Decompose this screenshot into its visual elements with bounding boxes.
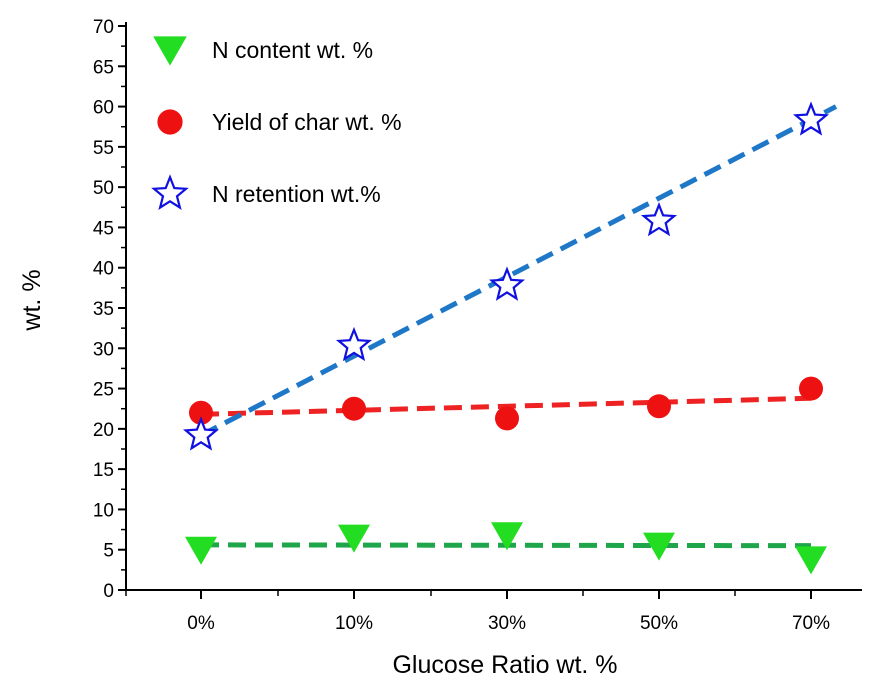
data-point-series-3	[792, 101, 830, 136]
legend: N content wt. % Yield of char wt. % N rete…	[151, 36, 402, 211]
fit-line-3	[199, 104, 838, 438]
y-tick-label: 35	[93, 299, 114, 320]
fit-lines	[199, 104, 838, 549]
y-tick-label: 50	[93, 178, 114, 199]
data-point-series-1	[491, 522, 523, 551]
data-point-series-3	[335, 326, 373, 362]
y-tick-label: 25	[93, 380, 114, 401]
legend-label-1: N content wt. %	[212, 37, 373, 63]
data-point-series-3	[183, 416, 219, 451]
y-axis-title: wt. %	[18, 269, 46, 331]
y-tick-label: 40	[93, 259, 114, 280]
y-tick-label: 30	[93, 339, 114, 360]
y-tick-label: 60	[93, 98, 114, 119]
legend-label-2: Yield of char wt. %	[212, 109, 402, 135]
x-tick-label: 50%	[640, 613, 678, 634]
y-tick-label: 55	[93, 138, 114, 159]
data-point-series-2	[647, 394, 671, 419]
y-tick-label: 20	[93, 420, 114, 441]
axes: 0 5 10 15 20 25 30 35 40 45 50 55 60 65 70 0% 10% 30% 50% 7…	[93, 17, 862, 634]
data-point-series-2	[495, 406, 519, 431]
x-tick-label: 30%	[488, 613, 526, 634]
data-point-series-3	[488, 266, 526, 301]
data-point-series-1	[185, 536, 217, 565]
data-point-series-1	[643, 532, 675, 561]
data-point-series-1	[338, 524, 370, 553]
y-tick-label: 0	[103, 581, 114, 602]
y-tick-label: 5	[103, 541, 114, 562]
y-tick-label: 70	[93, 17, 114, 38]
legend-marker-3	[151, 174, 189, 211]
data-point-series-2	[342, 396, 366, 421]
y-tick-label: 10	[93, 500, 114, 521]
x-axis-title: Glucose Ratio wt. %	[392, 651, 617, 677]
x-tick-label: 10%	[335, 613, 373, 634]
y-tick-label: 15	[93, 460, 114, 481]
y-tick-label: 45	[93, 218, 114, 239]
fit-line-2	[200, 395, 812, 417]
x-tick-label: 0%	[187, 613, 215, 634]
legend-marker-2	[157, 109, 183, 135]
data-point-series-2	[189, 400, 213, 425]
x-tick-label: 70%	[792, 613, 830, 634]
data-point-series-2	[799, 376, 823, 401]
data-markers	[183, 101, 830, 575]
data-point-series-3	[640, 202, 678, 237]
data-point-series-1	[795, 546, 827, 575]
y-tick-label: 65	[93, 57, 114, 78]
legend-label-3: N retention wt.%	[212, 181, 381, 207]
legend-marker-1	[153, 36, 187, 66]
